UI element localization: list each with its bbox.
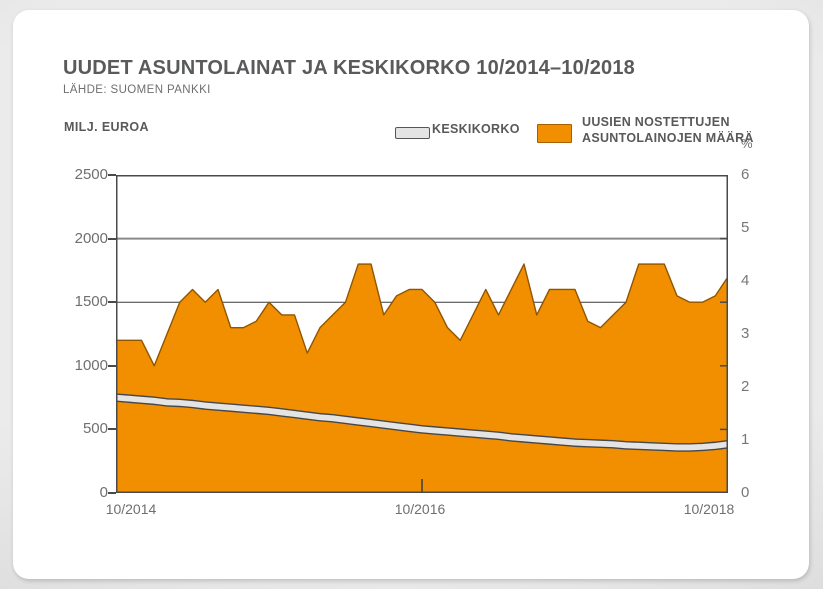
right-axis-tick-label: 2 (741, 378, 750, 395)
plot-border (116, 175, 728, 493)
left-axis-tick-mark (108, 174, 116, 176)
left-axis-tick-mark (108, 364, 116, 367)
chart-source: LÄHDE: SUOMEN PANKKI (63, 84, 211, 96)
left-axis-tick-mark (108, 428, 116, 431)
x-axis-tick-label-middle: 10/2016 (394, 501, 446, 517)
right-axis-tick-label: 6 (741, 166, 750, 183)
interest-rate-line (116, 394, 728, 451)
left-axis-tick-label: 2500 (74, 166, 108, 183)
left-axis-tick-label: 0 (99, 484, 108, 501)
left-axis-tick-label: 1000 (74, 356, 108, 374)
loan-volume-area-outline (116, 263, 728, 367)
legend-label-asuntolainat: UUSIEN NOSTETTUJEN ASUNTOLAINOJEN MÄÄRÄ (582, 115, 754, 146)
left-axis-tick-label: 500 (82, 420, 108, 438)
chart-plot-area (116, 175, 728, 493)
legend-swatch-asuntolainat (537, 124, 572, 143)
right-axis-tick-label: 3 (741, 325, 750, 342)
chart-title: UUDET ASUNTOLAINAT JA KESKIKORKO 10/2014… (63, 57, 635, 79)
left-axis-tick-mark (108, 301, 116, 304)
right-axis-tick-label: 4 (741, 272, 750, 289)
right-axis-tick-label: 5 (741, 219, 750, 236)
right-axis-unit-label: % (741, 136, 753, 151)
left-axis-tick-mark (108, 237, 116, 240)
left-axis-tick-label: 2000 (74, 229, 108, 247)
left-axis-unit-label: MILJ. EUROA (64, 120, 149, 134)
legend-label-asuntolainat-line1: UUSIEN NOSTETTUJEN (582, 115, 730, 129)
legend-label-asuntolainat-line2: ASUNTOLAINOJEN MÄÄRÄ (582, 130, 754, 145)
right-axis-tick-label: 1 (741, 431, 750, 448)
x-axis-tick-label-end: 10/2018 (683, 501, 735, 517)
loan-volume-area (116, 264, 728, 493)
left-axis-tick-label: 1500 (74, 293, 108, 311)
legend-label-keskikorko: KESKIKORKO (432, 122, 520, 136)
left-axis-tick-mark (108, 492, 116, 494)
right-axis-tick-label: 0 (741, 484, 750, 501)
x-axis-tick-label-start: 10/2014 (105, 501, 157, 517)
legend-swatch-keskikorko (395, 127, 430, 139)
